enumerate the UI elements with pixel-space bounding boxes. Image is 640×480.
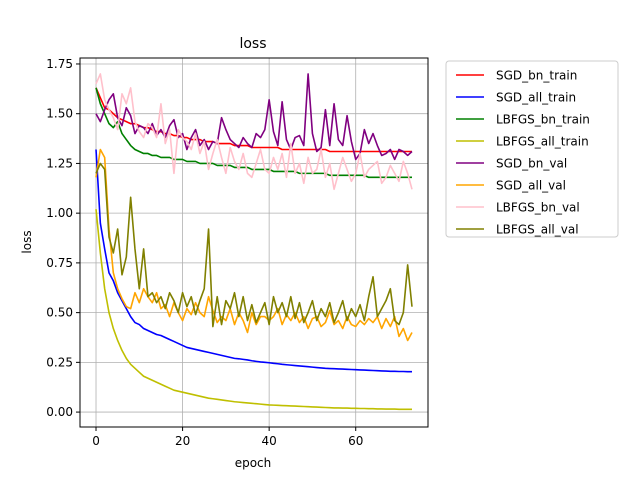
x-axis-label: epoch <box>235 456 272 470</box>
x-tick-label: 40 <box>262 434 277 448</box>
series-line-lbfgs-bn-val <box>95 73 413 191</box>
series-line-lbfgs-all-val <box>95 162 413 328</box>
series-line-sgd-all-val <box>95 148 413 342</box>
grid <box>80 58 428 427</box>
legend-entry-label: SGD_all_train <box>496 91 576 105</box>
series-line-sgd-all-train <box>95 149 412 373</box>
legend-entry-label: LBFGS_bn_train <box>496 113 590 127</box>
plot-area-frame <box>79 57 429 428</box>
y-tick-label: 1.25 <box>46 156 73 170</box>
series-lines <box>95 73 413 411</box>
chart-title: loss <box>239 36 266 52</box>
legend-entry-label: SGD_all_val <box>496 179 566 193</box>
y-tick-label: 1.50 <box>46 107 73 121</box>
y-tick-label: 0.50 <box>46 306 73 320</box>
legend-entry-label: LBFGS_bn_val <box>496 201 580 215</box>
legend-entry-label: LBFGS_all_val <box>496 223 579 237</box>
y-axis-ticks: 0.00 0.25 0.50 0.75 1.00 1.25 1.50 1.75 <box>46 57 80 419</box>
x-tick-label: 60 <box>348 434 363 448</box>
legend-entry-label: SGD_bn_train <box>496 69 577 83</box>
series-line-sgd-bn-val <box>95 73 413 161</box>
y-tick-label: 1.00 <box>46 206 73 220</box>
y-tick-label: 0.75 <box>46 256 73 270</box>
x-tick-label: 20 <box>175 434 190 448</box>
y-tick-label: 1.75 <box>46 57 73 71</box>
series-line-lbfgs-all-train <box>95 209 412 411</box>
y-tick-label: 0.00 <box>46 405 73 419</box>
y-tick-label: 0.25 <box>46 355 73 369</box>
legend: SGD_bn_train SGD_all_train LBFGS_bn_train L… <box>445 60 619 238</box>
x-tick-label: 0 <box>92 434 100 448</box>
y-axis-label: loss <box>20 230 34 253</box>
legend-entry-label: SGD_bn_val <box>496 157 567 171</box>
legend-entry-label: LBFGS_all_train <box>496 135 589 149</box>
legend-frame <box>445 60 619 238</box>
series-line-sgd-bn-train <box>95 87 412 153</box>
x-axis-ticks: 0 20 40 60 <box>92 427 363 448</box>
